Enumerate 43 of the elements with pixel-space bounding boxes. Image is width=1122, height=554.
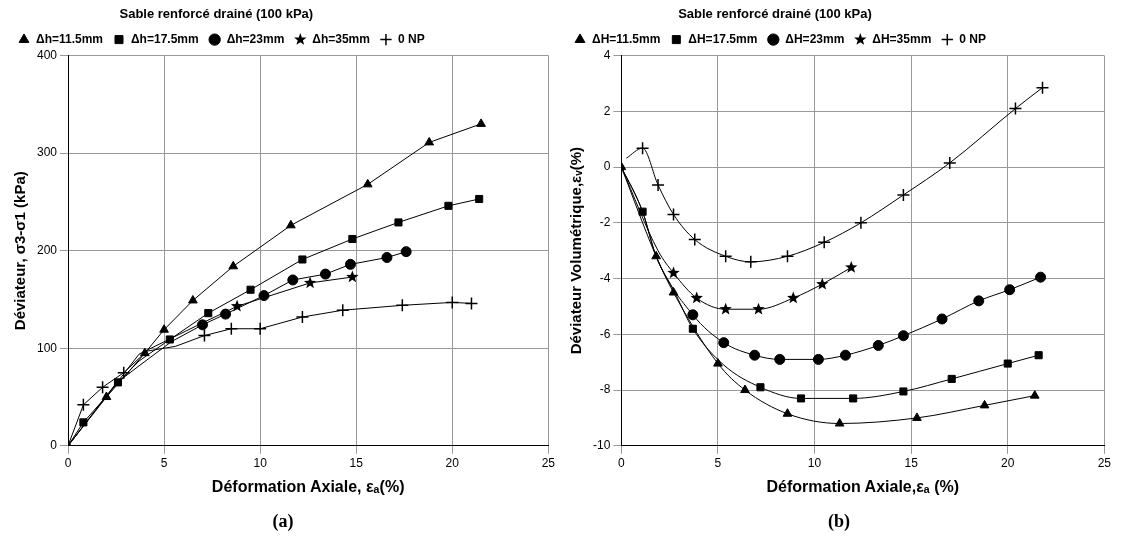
x-tick-label: 0 (618, 456, 625, 471)
y-axis-title: Déviateur, σ3-σ1 (kPa) (11, 171, 29, 331)
y-tick-label: -10 (593, 438, 611, 453)
legend-label: Δh=23mm (226, 31, 285, 46)
legend-label: ΔH=17.5mm (688, 31, 758, 46)
x-tick-label: 10 (253, 456, 268, 471)
y-tick-label: -8 (599, 382, 611, 397)
y-tick-label: 100 (36, 340, 58, 355)
y-axis-title: Déviateur Volumétrique,εᵥ(%) (567, 147, 585, 355)
legend-title: Sable renforcé drainé (100 kPa) (678, 6, 872, 22)
x-axis-title: Déformation Axiale, εₐ(%) (211, 478, 405, 496)
y-tick-label: 300 (36, 145, 58, 160)
legend-label: 0 NP (397, 31, 425, 46)
legend-label: ΔH=23mm (785, 31, 845, 46)
x-axis-title: Déformation Axiale,εₐ (%) (766, 478, 960, 496)
legend-label: ΔH=35mm (872, 31, 932, 46)
legend-label: Δh=17.5mm (131, 31, 199, 46)
legend-label: ΔH=11.5mm (592, 31, 661, 46)
y-tick-label: 400 (36, 47, 58, 62)
y-tick-label: 2 (603, 103, 611, 118)
x-tick-label: 15 (349, 456, 364, 471)
x-tick-label: 25 (541, 456, 556, 471)
x-tick-label: 0 (64, 456, 72, 471)
y-tick-label: 200 (36, 243, 58, 258)
x-tick-label: 25 (1097, 456, 1112, 471)
y-tick-label: 0 (50, 438, 58, 453)
y-tick-label: -2 (599, 215, 611, 230)
x-tick-label: 20 (445, 456, 460, 471)
legend-label: Δh=35mm (312, 31, 370, 46)
text: (a) (272, 510, 294, 532)
legend-title: Sable renforcé drainé (100 kPa) (119, 6, 314, 22)
legend-label: 0 NP (959, 31, 986, 46)
legend-label: Δh=11.5mm (36, 31, 103, 46)
x-tick-label: 10 (807, 456, 822, 471)
x-tick-label: 5 (714, 456, 722, 471)
y-tick-label: 0 (603, 159, 611, 174)
x-tick-label: 5 (160, 456, 168, 471)
text: (b) (828, 510, 850, 532)
x-tick-label: 20 (1001, 456, 1015, 471)
y-tick-label: 4 (603, 47, 611, 62)
y-tick-label: -4 (599, 270, 611, 285)
y-tick-label: -6 (599, 326, 611, 341)
x-tick-label: 15 (904, 456, 919, 471)
